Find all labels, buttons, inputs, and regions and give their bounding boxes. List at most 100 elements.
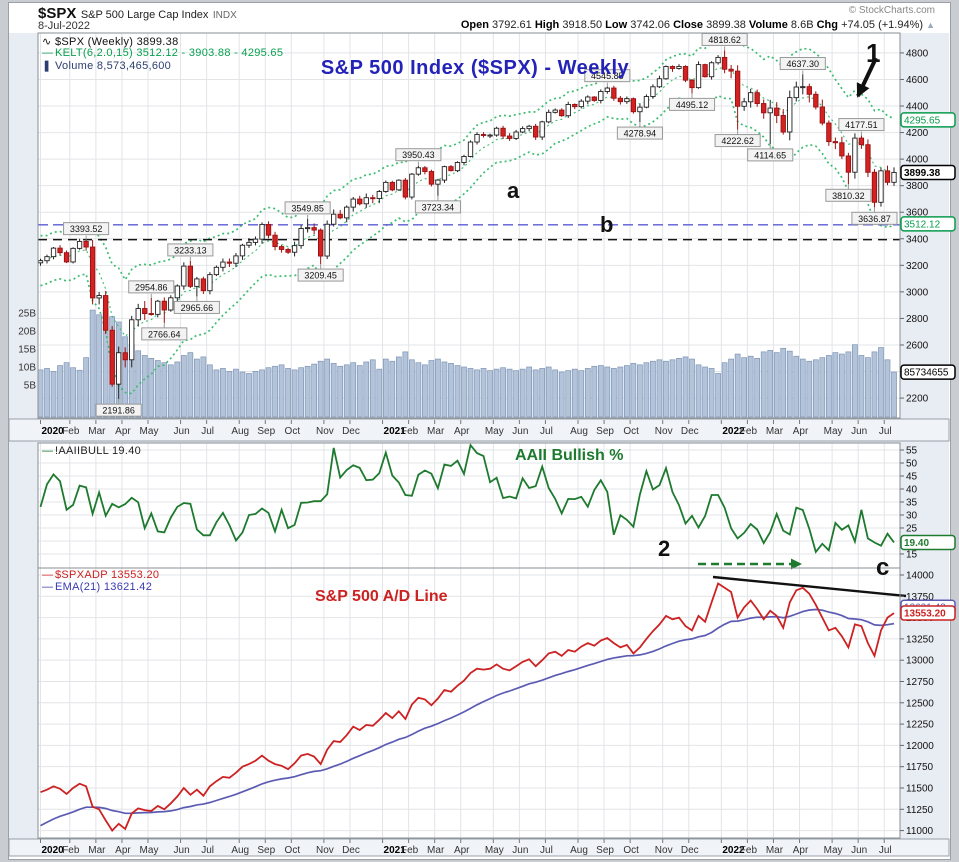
svg-text:Apr: Apr	[115, 426, 131, 437]
price-line-icon: ∿	[42, 36, 52, 48]
svg-text:Feb: Feb	[740, 845, 758, 856]
volume-value: 8.6B	[790, 19, 814, 31]
svg-text:Mar: Mar	[766, 845, 784, 856]
svg-text:Apr: Apr	[793, 426, 809, 437]
svg-text:Nov: Nov	[655, 426, 673, 437]
svg-text:20B: 20B	[18, 327, 36, 338]
svg-text:Mar: Mar	[88, 426, 106, 437]
svg-text:85734655: 85734655	[904, 368, 949, 379]
svg-text:Jul: Jul	[201, 845, 214, 856]
trendline	[712, 575, 907, 598]
volume-label: Volume	[748, 19, 788, 31]
adline-series	[40, 582, 895, 833]
svg-text:Mar: Mar	[88, 845, 106, 856]
svg-text:Oct: Oct	[623, 426, 639, 437]
axis-value-box: 13553.20	[900, 605, 956, 621]
svg-text:2200: 2200	[906, 394, 929, 405]
aaii-line-icon: —	[42, 445, 54, 457]
symbol: $SPX	[38, 5, 77, 22]
svg-text:May: May	[485, 845, 504, 856]
svg-text:Dec: Dec	[342, 426, 360, 437]
svg-text:3393.52: 3393.52	[70, 224, 103, 234]
svg-text:May: May	[485, 426, 504, 437]
svg-text:Jul: Jul	[201, 426, 214, 437]
svg-text:2022: 2022	[722, 845, 745, 856]
svg-text:4637.30: 4637.30	[787, 59, 820, 69]
svg-text:3233.13: 3233.13	[174, 245, 207, 255]
svg-text:12250: 12250	[906, 720, 934, 731]
svg-text:4295.65: 4295.65	[904, 115, 941, 126]
svg-text:40: 40	[906, 484, 918, 495]
svg-text:2800: 2800	[906, 314, 929, 325]
svg-text:Dec: Dec	[681, 845, 699, 856]
svg-text:2766.64: 2766.64	[148, 329, 181, 339]
svg-text:Jun: Jun	[174, 426, 190, 437]
aaii-line	[39, 443, 895, 554]
down-arrow-annotation	[856, 57, 878, 98]
svg-text:May: May	[140, 845, 159, 856]
svg-text:2020: 2020	[42, 845, 65, 856]
svg-text:Sep: Sep	[257, 845, 275, 856]
svg-text:4800: 4800	[906, 48, 929, 59]
svg-text:Apr: Apr	[115, 845, 131, 856]
svg-text:Oct: Oct	[285, 426, 301, 437]
svg-text:13000: 13000	[906, 656, 934, 667]
svg-text:55: 55	[906, 446, 918, 457]
svg-text:4400: 4400	[906, 102, 929, 113]
svg-text:25B: 25B	[18, 309, 36, 320]
svg-text:May: May	[824, 426, 843, 437]
svg-text:14000: 14000	[906, 570, 934, 581]
svg-text:4114.65: 4114.65	[754, 150, 786, 160]
svg-text:4545.85: 4545.85	[591, 71, 624, 81]
svg-text:Feb: Feb	[401, 426, 419, 437]
svg-text:45: 45	[906, 472, 918, 483]
svg-text:Aug: Aug	[231, 845, 249, 856]
svg-text:Jul: Jul	[879, 426, 892, 437]
svg-text:2021: 2021	[384, 426, 407, 437]
svg-text:Nov: Nov	[316, 845, 334, 856]
adline-panel-title: S&P 500 A/D Line	[315, 588, 448, 605]
svg-text:Apr: Apr	[454, 845, 470, 856]
svg-text:Mar: Mar	[766, 426, 784, 437]
high-label: High	[534, 19, 560, 31]
svg-text:25: 25	[906, 523, 918, 534]
svg-text:Feb: Feb	[401, 845, 419, 856]
svg-text:3549.85: 3549.85	[291, 203, 324, 213]
low-label: Low	[605, 19, 628, 31]
volume-bars-icon: ❚	[42, 60, 52, 72]
axes: 2200240026002800300032003400360038004000…	[18, 48, 956, 856]
svg-text:3400: 3400	[906, 234, 929, 245]
high-value: 3918.50	[562, 19, 603, 31]
axis-value-box: 4295.65	[900, 112, 956, 128]
svg-text:30: 30	[906, 510, 918, 521]
chart-header: $SPX S&P 500 Large Cap Index INDX 8-Jul-…	[10, 3, 949, 33]
svg-text:11750: 11750	[906, 762, 934, 773]
svg-text:4278.94: 4278.94	[624, 129, 657, 139]
svg-text:2965.66: 2965.66	[181, 303, 214, 313]
symbol-line: $SPX S&P 500 Large Cap Index INDX	[38, 5, 237, 23]
chg-label: Chg	[816, 19, 838, 31]
svg-text:4000: 4000	[906, 155, 929, 166]
svg-text:Feb: Feb	[62, 845, 80, 856]
svg-text:Jul: Jul	[879, 845, 892, 856]
svg-text:3950.43: 3950.43	[402, 150, 435, 160]
close-value: 3899.38	[706, 19, 746, 31]
svg-text:12000: 12000	[906, 741, 934, 752]
aaii-panel	[39, 443, 895, 570]
svg-text:2022: 2022	[722, 426, 745, 437]
annotation-letter-a: a	[507, 178, 520, 203]
quote-line: Open 3792.61 High 3918.50 Low 3742.06 Cl…	[461, 19, 935, 31]
svg-text:Sep: Sep	[257, 426, 275, 437]
svg-text:13553.20: 13553.20	[904, 609, 946, 620]
symbol-name: S&P 500 Large Cap Index	[80, 9, 209, 21]
svg-text:Jun: Jun	[512, 426, 528, 437]
svg-text:Feb: Feb	[740, 426, 758, 437]
chart-date: 8-Jul-2022	[38, 20, 90, 32]
svg-text:11500: 11500	[906, 783, 934, 794]
svg-text:5B: 5B	[24, 381, 37, 392]
svg-text:May: May	[140, 426, 159, 437]
svg-text:3209.45: 3209.45	[304, 271, 337, 281]
adline-panel	[40, 575, 907, 833]
svg-text:Feb: Feb	[62, 426, 80, 437]
